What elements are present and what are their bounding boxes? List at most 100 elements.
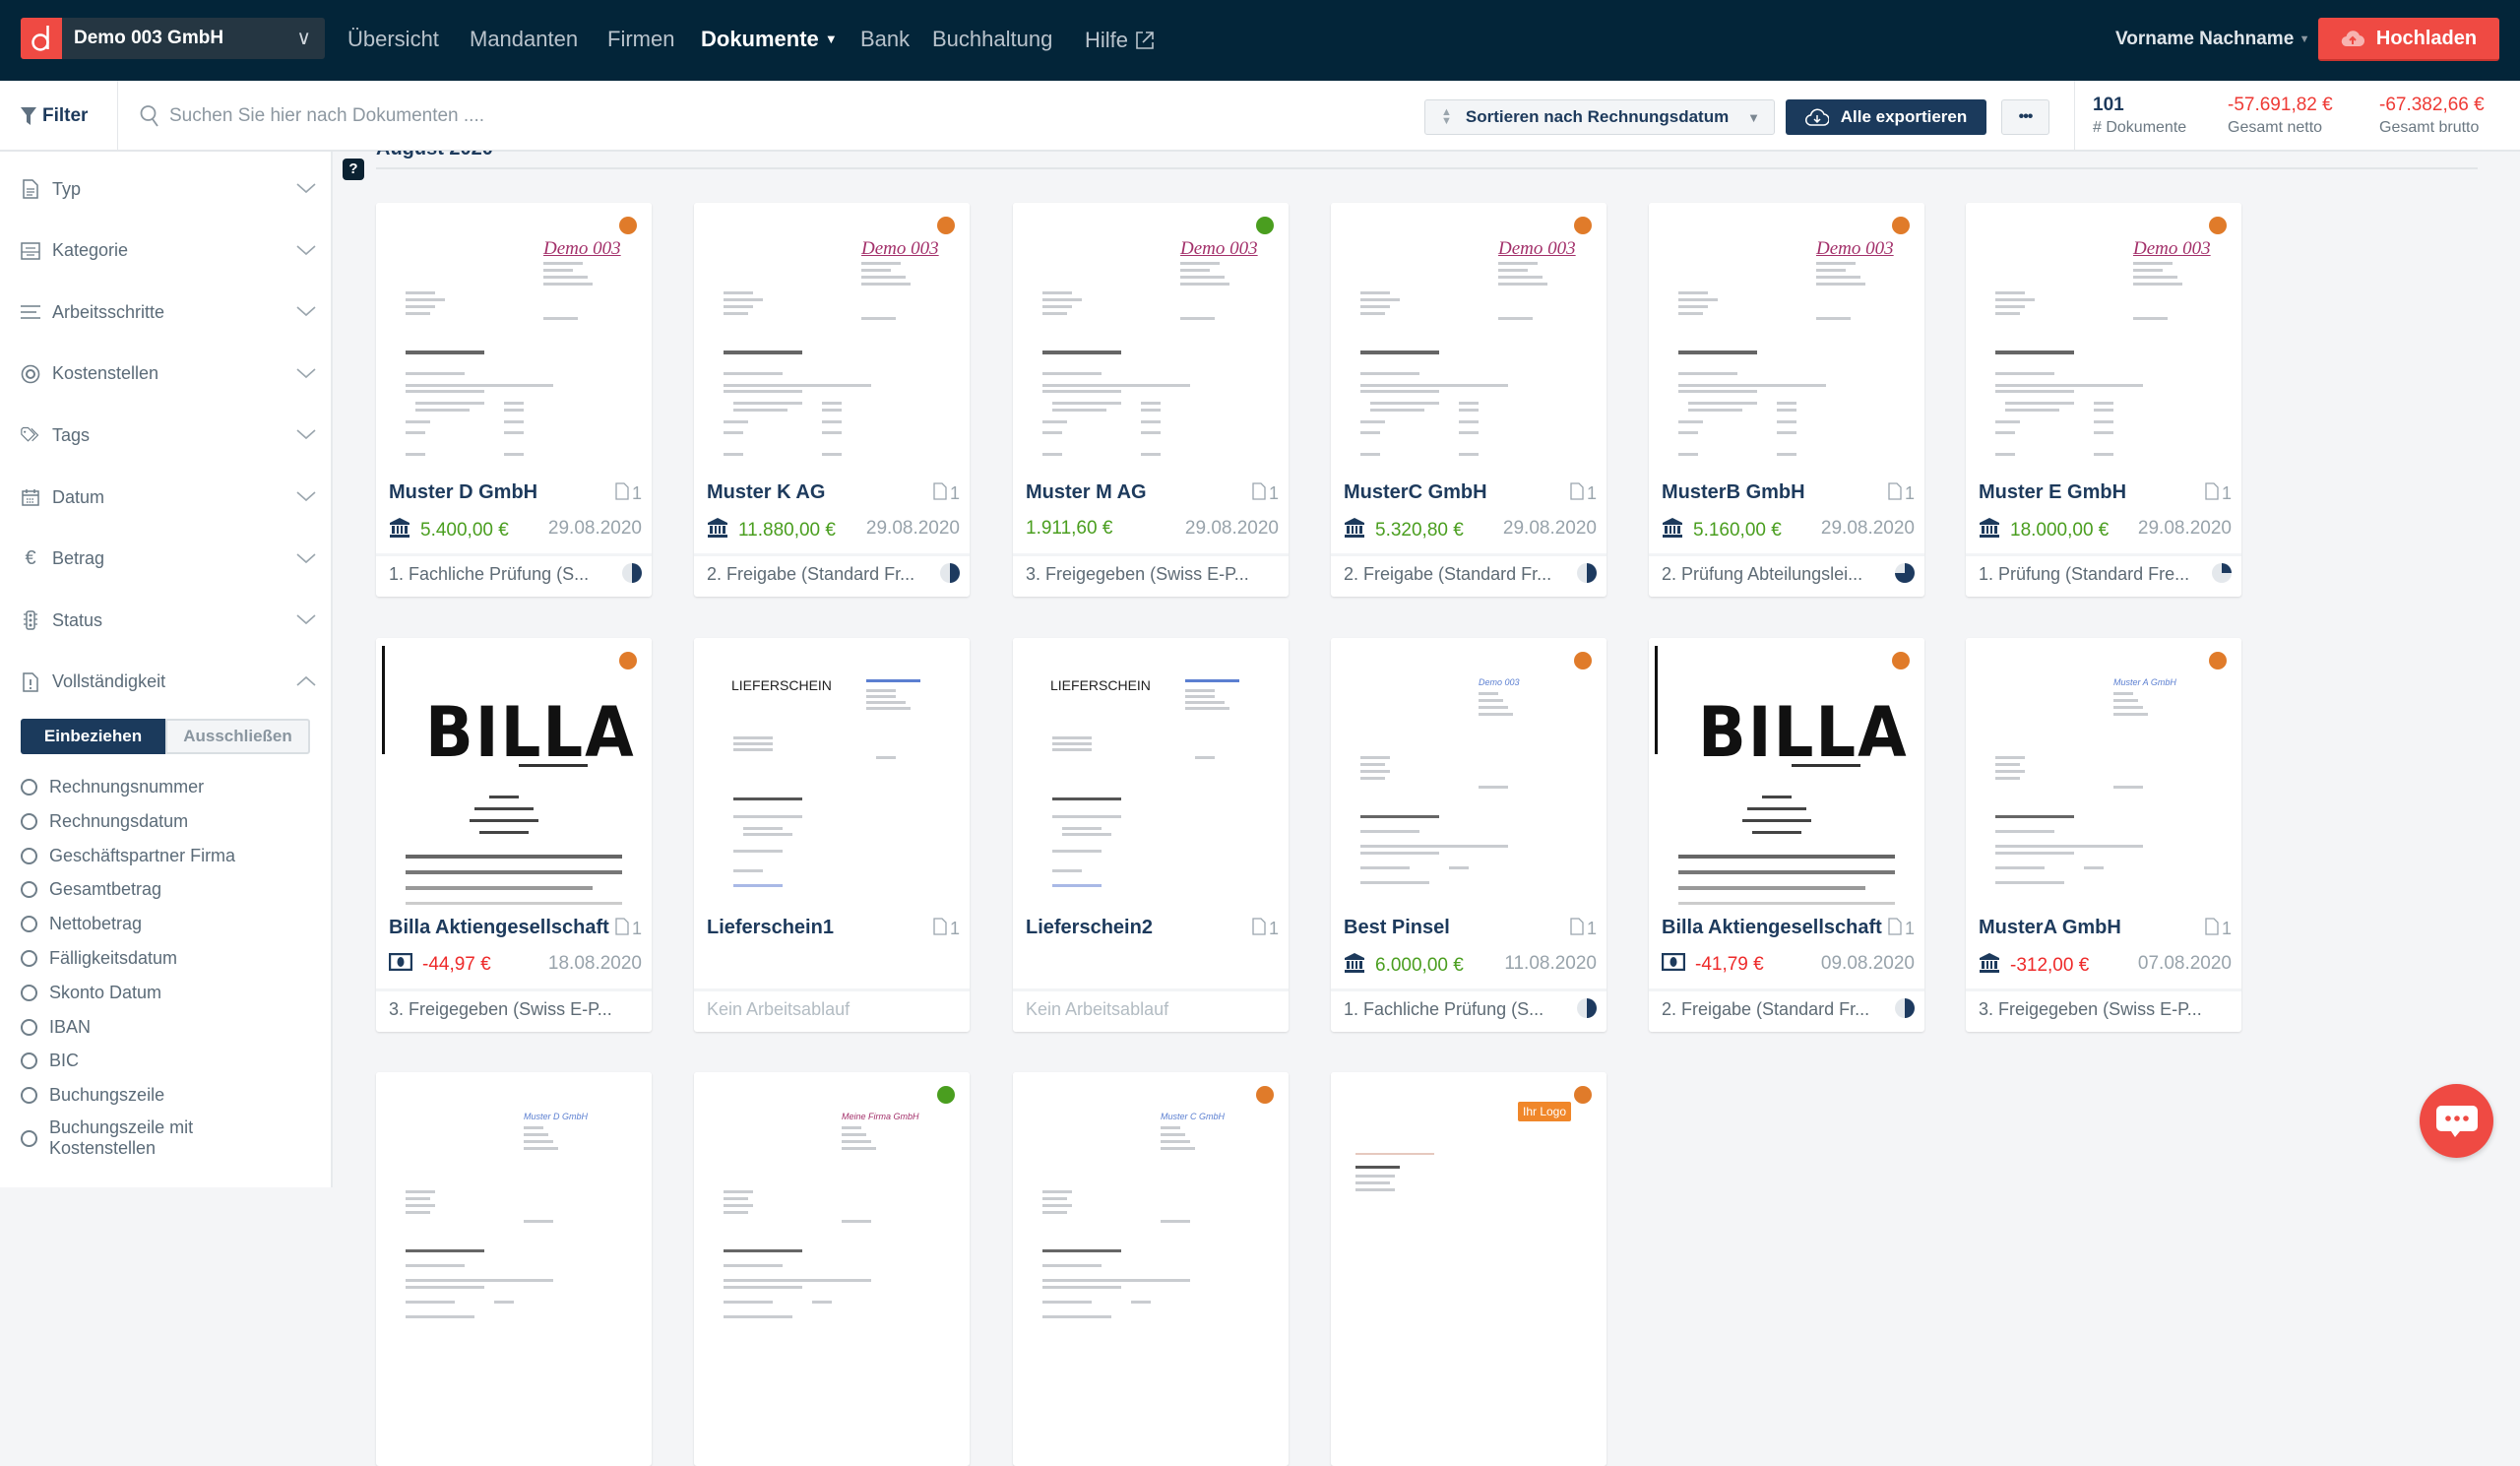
radio-button[interactable] — [21, 881, 37, 899]
company-selector[interactable]: Demo 003 GmbH ∨ — [62, 18, 325, 59]
nav-buchhaltung[interactable]: Buchhaltung — [932, 27, 1053, 51]
radio-button[interactable] — [21, 916, 37, 933]
document-card[interactable]: Demo 003 Muster K AG 1 11.880,00 € 29.08.2… — [694, 203, 970, 597]
filter-section-tags[interactable]: Tags — [0, 411, 331, 460]
document-card[interactable]: Muster C GmbH — [1013, 1072, 1289, 1466]
radio-button[interactable] — [21, 1052, 37, 1070]
nav-mandanten[interactable]: Mandanten — [470, 27, 579, 51]
document-thumbnail[interactable]: Muster C GmbH — [1013, 1072, 1289, 1340]
radio-button[interactable] — [21, 847, 37, 864]
filter-toggle-button[interactable]: Filter — [21, 81, 88, 152]
document-card[interactable]: Demo 003 Muster M AG 1 1.911,60 € 29.08.20… — [1013, 203, 1289, 597]
nav-bank[interactable]: Bank — [860, 27, 911, 51]
document-card[interactable]: Meine Firma GmbH — [694, 1072, 970, 1466]
nav-dokumente[interactable]: Dokumente ▼ — [701, 0, 838, 81]
nav-firmen[interactable]: Firmen — [607, 27, 675, 51]
document-card[interactable]: Demo 003 MusterC GmbH 1 5.320,80 € 29.08.2… — [1331, 203, 1606, 597]
document-thumbnail[interactable]: Ihr Logo — [1331, 1072, 1606, 1340]
filter-section-betrag[interactable]: € Betrag — [0, 535, 331, 584]
sort-dropdown[interactable]: ▲ ▼ Sortieren nach Rechnungsdatum ▼ — [1424, 99, 1775, 135]
document-card[interactable]: Demo 003 MusterB GmbH 1 5.160,00 € 29.08.2… — [1649, 203, 1924, 597]
completeness-field-option[interactable]: Buchungszeile mit Kostenstellen — [21, 1117, 218, 1159]
document-card[interactable]: Ihr Logo — [1331, 1072, 1606, 1466]
document-text-line — [1052, 409, 1106, 412]
logo-d-icon — [32, 26, 49, 51]
document-text-line — [724, 351, 802, 354]
document-text-line — [861, 283, 911, 286]
radio-button[interactable] — [21, 812, 37, 830]
help-icon[interactable]: ? — [343, 159, 364, 180]
upload-button[interactable]: Hochladen — [2318, 18, 2499, 61]
completeness-field-option[interactable]: Nettobetrag — [21, 914, 142, 934]
document-card[interactable]: LIEFERSCHEIN Lieferschein1 1 Kein Arbeits… — [694, 638, 970, 1032]
document-thumbnail[interactable]: Demo 003 — [1331, 638, 1606, 906]
document-text-line — [1161, 1147, 1195, 1150]
completeness-field-label: Geschäftspartner Firma — [49, 845, 236, 865]
completeness-field-option[interactable]: Skonto Datum — [21, 983, 161, 1003]
completeness-field-option[interactable]: Geschäftspartner Firma — [21, 846, 235, 866]
document-thumbnail[interactable]: LIEFERSCHEIN — [1013, 638, 1289, 906]
document-card[interactable]: BILLA Billa Aktiengesellschaft 1 -44,97 € … — [376, 638, 652, 1032]
chevron-down-icon — [295, 549, 317, 570]
completeness-field-option[interactable]: Gesamtbetrag — [21, 879, 161, 900]
completeness-field-option[interactable]: Rechnungsnummer — [21, 777, 204, 797]
filter-section-status[interactable]: Status — [0, 596, 331, 645]
document-thumbnail[interactable]: Meine Firma GmbH — [694, 1072, 970, 1340]
filter-section-arbeitsschritte[interactable]: Arbeitsschritte — [0, 287, 331, 337]
document-thumbnail[interactable]: BILLA — [376, 638, 652, 906]
radio-button[interactable] — [21, 1129, 37, 1147]
document-thumbnail[interactable]: Demo 003 — [1966, 203, 2241, 471]
document-card[interactable]: LIEFERSCHEIN Lieferschein2 1 Kein Arbeits… — [1013, 638, 1289, 1032]
document-text-line — [1777, 453, 1796, 456]
nav-hilfe[interactable]: Hilfe — [1085, 0, 1156, 81]
document-card[interactable]: Demo 003 Muster D GmbH 1 5.400,00 € 29.08.… — [376, 203, 652, 597]
export-all-button[interactable]: Alle exportieren — [1786, 99, 1986, 135]
document-text-line — [1360, 815, 1439, 818]
document-text-line — [1479, 706, 1508, 709]
completeness-field-option[interactable]: Buchungszeile — [21, 1085, 164, 1106]
nav-uebersicht[interactable]: Übersicht — [347, 27, 439, 51]
radio-button[interactable] — [21, 984, 37, 1001]
filter-section-vollst-ndigkeit[interactable]: Vollständigkeit — [0, 658, 331, 707]
document-thumbnail[interactable]: Muster D GmbH — [376, 1072, 652, 1340]
filter-section-typ[interactable]: Typ — [0, 164, 331, 214]
filter-section-kategorie[interactable]: Kategorie — [0, 226, 331, 276]
include-toggle[interactable]: Einbeziehen — [21, 719, 165, 754]
exclude-toggle[interactable]: Ausschließen — [165, 719, 310, 754]
app-logo[interactable] — [21, 18, 62, 59]
month-heading: August 2020 — [376, 151, 493, 160]
document-thumbnail[interactable]: BILLA — [1649, 638, 1924, 906]
completeness-field-option[interactable]: Rechnungsdatum — [21, 811, 188, 832]
document-text-line — [733, 748, 773, 751]
more-options-button[interactable]: ••• — [2001, 99, 2049, 135]
completeness-field-option[interactable]: BIC — [21, 1051, 79, 1071]
document-thumbnail[interactable]: Demo 003 — [694, 203, 970, 471]
document-thumbnail[interactable]: Muster A GmbH — [1966, 638, 2241, 906]
workflow-progress-pie — [1577, 998, 1597, 1018]
completeness-field-option[interactable]: IBAN — [21, 1017, 91, 1038]
radio-button[interactable] — [21, 1018, 37, 1036]
document-thumbnail[interactable]: Demo 003 — [1013, 203, 1289, 471]
document-text-line — [406, 870, 622, 874]
document-thumbnail[interactable]: Demo 003 — [1649, 203, 1924, 471]
document-text-line — [543, 262, 583, 265]
radio-button[interactable] — [21, 1087, 37, 1105]
chat-button[interactable] — [2420, 1084, 2493, 1158]
document-thumbnail[interactable]: Demo 003 — [376, 203, 652, 471]
radio-button[interactable] — [21, 950, 37, 967]
user-menu[interactable]: Vorname Nachname ▼ — [2115, 0, 2309, 79]
completeness-field-option[interactable]: Fälligkeitsdatum — [21, 948, 177, 969]
document-card[interactable]: Demo 003 Muster E GmbH 1 18.000,00 € 29.08… — [1966, 203, 2241, 597]
radio-button[interactable] — [21, 779, 37, 796]
filter-section-datum[interactable]: Datum — [0, 473, 331, 522]
search-input[interactable] — [169, 98, 1154, 134]
filter-section-kostenstellen[interactable]: Kostenstellen — [0, 350, 331, 399]
document-card[interactable]: Muster A GmbH MusterA GmbH 1 -312,00 € 07.… — [1966, 638, 2241, 1032]
document-text-line — [733, 402, 802, 405]
chevron-down-icon — [295, 241, 317, 262]
document-thumbnail[interactable]: LIEFERSCHEIN — [694, 638, 970, 906]
document-card[interactable]: BILLA Billa Aktiengesellschaft 1 -41,79 € … — [1649, 638, 1924, 1032]
document-thumbnail[interactable]: Demo 003 — [1331, 203, 1606, 471]
document-card[interactable]: Demo 003 Best Pinsel 1 6.000,00 € 11.08.20… — [1331, 638, 1606, 1032]
document-card[interactable]: Muster D GmbH — [376, 1072, 652, 1466]
